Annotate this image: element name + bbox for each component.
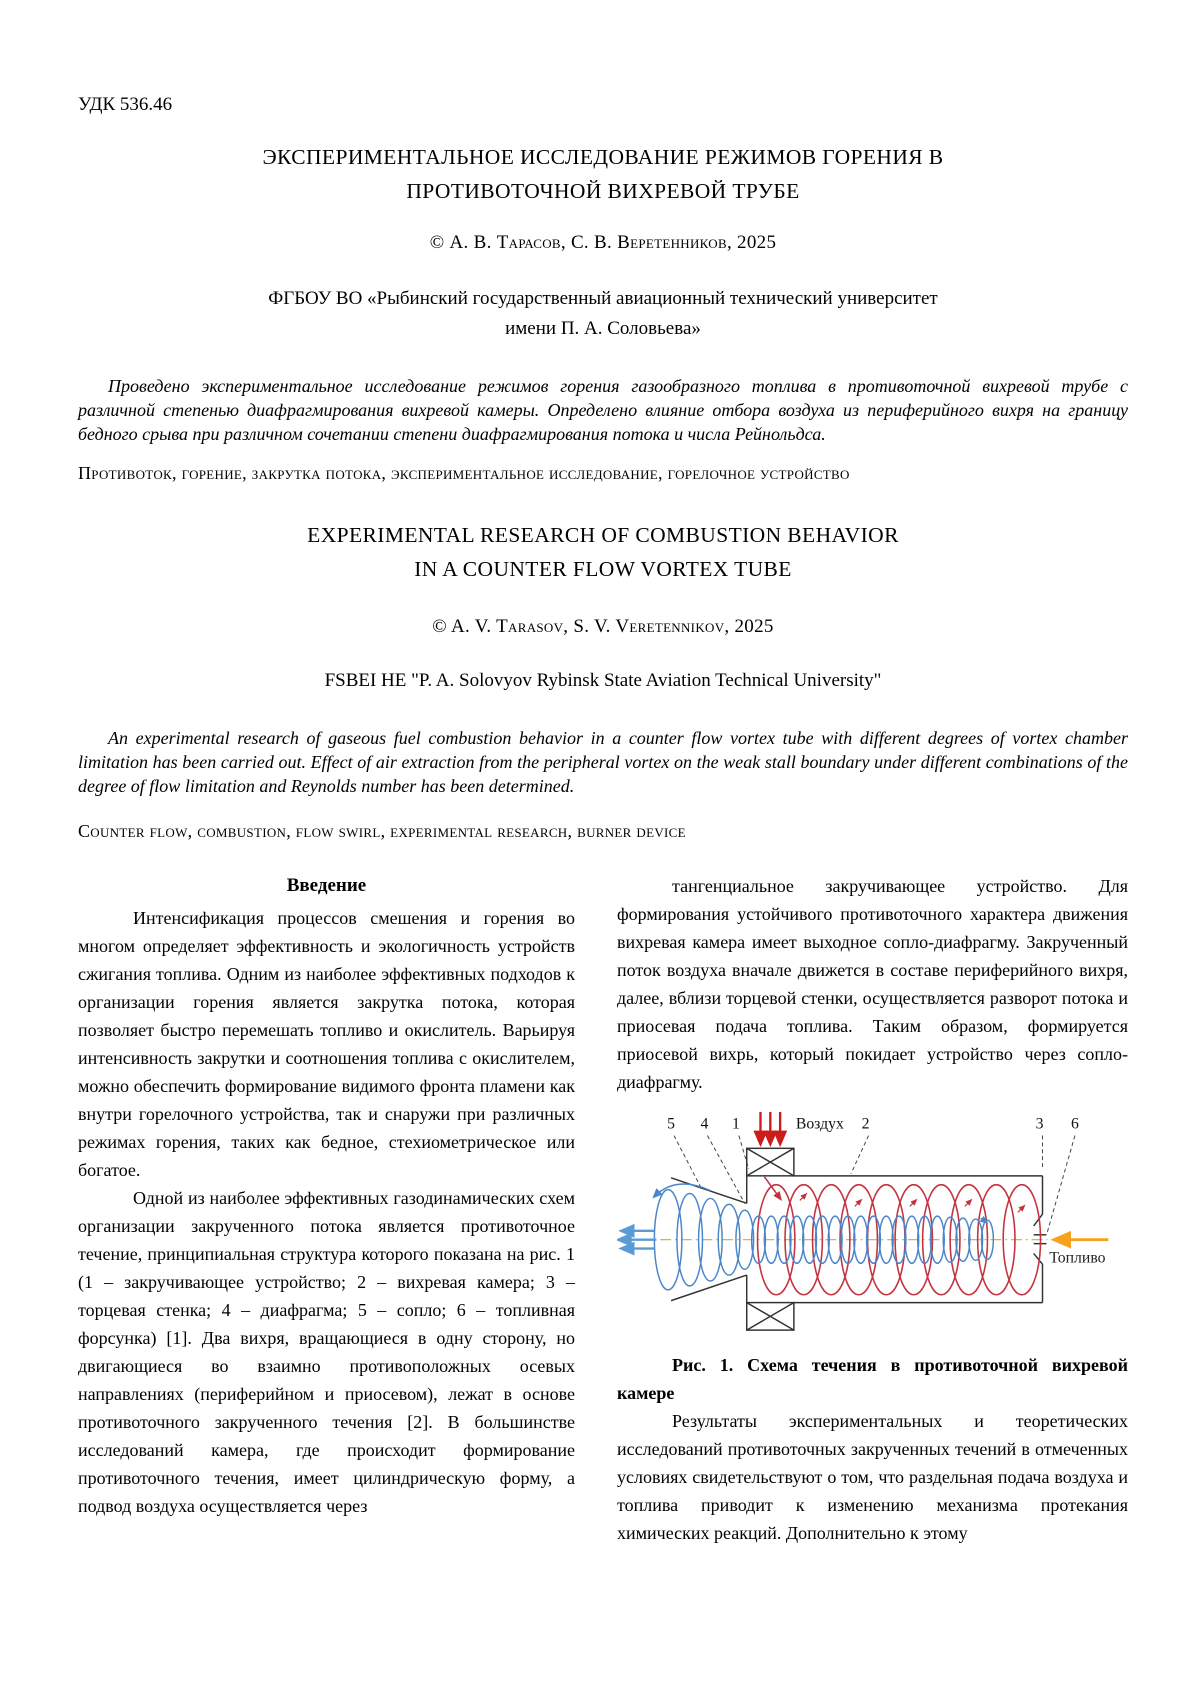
fuel-label: Топливо xyxy=(1049,1249,1105,1266)
section-heading-introduction: Введение xyxy=(286,875,367,896)
affiliation-en: FSBEI HE "P. A. Solovyov Rybinsk State A… xyxy=(324,670,882,691)
figure-label-2: 2 xyxy=(862,1116,870,1133)
left-column: Введение Интенсификация процессов смешен… xyxy=(78,872,575,1520)
right-paragraph-2: Результаты экспериментальных и теоретиче… xyxy=(617,1410,1128,1543)
right-paragraph-1: тангенциальное закручивающее устройство.… xyxy=(617,876,1128,1092)
article-title-en-line1: EXPERIMENTAL RESEARCH OF COMBUSTION BEHA… xyxy=(307,523,899,547)
affiliation-ru-line1: ФГБОУ ВО «Рыбинский государственный авиа… xyxy=(268,288,938,309)
right-column: тангенциальное закручивающее устройство.… xyxy=(617,872,1128,1547)
exit-flow-arrows xyxy=(617,1223,657,1256)
udc-code: УДК 536.46 xyxy=(78,94,173,115)
figure-1-caption: Рис. 1. Схема течения в противоточной ви… xyxy=(617,1354,1128,1403)
authors-en: © A. V. Tarasov, S. V. Veretennikov, 202… xyxy=(432,616,774,637)
keywords-ru: Противоток, горение, закрутка потока, эк… xyxy=(78,463,850,483)
article-title-ru-line2: ПРОТИВОТОЧНОЙ ВИХРЕВОЙ ТРУБЕ xyxy=(406,179,800,203)
figure-label-5: 5 xyxy=(667,1116,675,1133)
affiliation-ru-line2: имени П. А. Соловьева» xyxy=(505,318,701,339)
article-title-en: EXPERIMENTAL RESEARCH OF COMBUSTION BEHA… xyxy=(78,518,1128,586)
figure-1: 5 4 1 2 3 6 Воздух xyxy=(617,1110,1128,1407)
figure-label-1: 1 xyxy=(732,1116,740,1133)
intro-paragraph-2: Одной из наиболее эффективных газодинами… xyxy=(78,1188,575,1516)
air-inlet-arrows: Воздух xyxy=(753,1111,844,1148)
intro-paragraph-1: Интенсификация процессов смешения и горе… xyxy=(78,908,575,1180)
swirler-boxes xyxy=(745,1147,795,1331)
vortex-chamber-diagram: 5 4 1 2 3 6 Воздух xyxy=(617,1111,1109,1331)
axial-vortex-blue xyxy=(652,1183,995,1291)
peripheral-vortex-red xyxy=(756,1176,1042,1296)
abstract-ru: Проведено экспериментальное исследование… xyxy=(78,376,1128,444)
article-title-ru: ЭКСПЕРИМЕНТАЛЬНОЕ ИССЛЕДОВАНИЕ РЕЖИМОВ Г… xyxy=(78,140,1128,208)
air-label: Воздух xyxy=(796,1116,844,1133)
article-title-ru-line1: ЭКСПЕРИМЕНТАЛЬНОЕ ИССЛЕДОВАНИЕ РЕЖИМОВ Г… xyxy=(262,145,944,169)
authors-ru: © А. В. Тарасов, С. В. Веретенников, 202… xyxy=(429,232,777,253)
abstract-en: An experimental research of gaseous fuel… xyxy=(78,728,1128,796)
chamber-outline xyxy=(670,1175,1047,1304)
figure-label-4: 4 xyxy=(701,1116,709,1133)
two-column-body: Введение Интенсификация процессов смешен… xyxy=(78,872,1128,1547)
keywords-en: Counter flow, combustion, flow swirl, ex… xyxy=(78,821,686,841)
leader-lines xyxy=(673,1135,1076,1232)
part-number-labels: 5 4 1 2 3 6 xyxy=(667,1116,1079,1133)
fuel-inlet: Топливо xyxy=(1049,1230,1109,1266)
affiliation-ru: ФГБОУ ВО «Рыбинский государственный авиа… xyxy=(78,284,1128,344)
article-title-en-line2: IN A COUNTER FLOW VORTEX TUBE xyxy=(414,557,792,581)
figure-label-6: 6 xyxy=(1071,1116,1079,1133)
figure-label-3: 3 xyxy=(1036,1116,1044,1133)
